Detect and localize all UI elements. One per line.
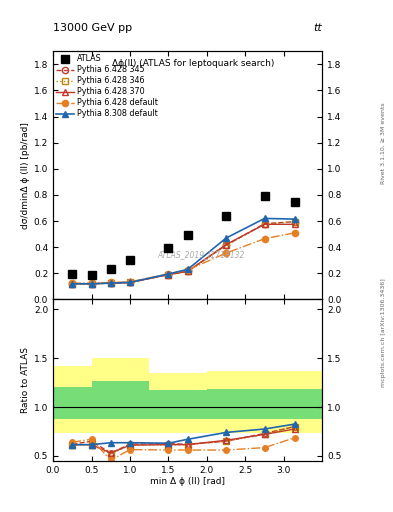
Pythia 6.428 345 (224, 242, 228, 248)
Pythia 8.308 default (70, 281, 75, 287)
Pythia 6.428 345 (166, 271, 171, 278)
Text: Rivet 3.1.10, ≥ 3M events: Rivet 3.1.10, ≥ 3M events (381, 102, 386, 184)
Pythia 6.428 370 (89, 281, 94, 287)
Pythia 8.308 default (128, 280, 132, 286)
Line: ATLAS: ATLAS (68, 192, 298, 279)
Text: ATLAS_2019_I1718132: ATLAS_2019_I1718132 (158, 250, 245, 259)
ATLAS (128, 257, 132, 263)
Pythia 8.308 default (185, 266, 190, 272)
ATLAS (89, 272, 94, 279)
Pythia 6.428 346 (128, 280, 132, 286)
Pythia 6.428 346 (108, 280, 113, 286)
Pythia 6.428 346 (185, 268, 190, 274)
Pythia 6.428 345 (70, 281, 75, 287)
Pythia 8.308 default (89, 281, 94, 287)
Text: 13000 GeV pp: 13000 GeV pp (53, 23, 132, 33)
Line: Pythia 8.308 default: Pythia 8.308 default (69, 216, 298, 287)
Pythia 6.428 346 (70, 281, 75, 287)
Pythia 8.308 default (108, 280, 113, 286)
ATLAS (262, 193, 267, 199)
Pythia 6.428 default (166, 271, 171, 277)
Pythia 6.428 370 (292, 221, 297, 227)
Pythia 6.428 370 (185, 268, 190, 274)
ATLAS (166, 245, 171, 251)
Text: tt: tt (314, 23, 322, 33)
Pythia 6.428 345 (108, 280, 113, 286)
Line: Pythia 6.428 370: Pythia 6.428 370 (69, 221, 298, 287)
Line: Pythia 6.428 default: Pythia 6.428 default (69, 230, 298, 286)
X-axis label: min Δ ϕ (ll) [rad]: min Δ ϕ (ll) [rad] (150, 477, 225, 486)
Y-axis label: Ratio to ATLAS: Ratio to ATLAS (21, 347, 29, 413)
Pythia 6.428 346 (166, 271, 171, 278)
ATLAS (185, 232, 190, 238)
ATLAS (108, 266, 113, 272)
Pythia 6.428 370 (128, 280, 132, 286)
Pythia 6.428 370 (70, 281, 75, 287)
Pythia 6.428 370 (108, 280, 113, 286)
Pythia 6.428 345 (128, 280, 132, 286)
Text: Δϕ(ll) (ATLAS for leptoquark search): Δϕ(ll) (ATLAS for leptoquark search) (112, 59, 274, 68)
Pythia 6.428 346 (224, 242, 228, 248)
ATLAS (224, 214, 228, 220)
Pythia 6.428 346 (292, 219, 297, 225)
ATLAS (70, 271, 75, 277)
Pythia 8.308 default (166, 271, 171, 277)
Pythia 6.428 346 (262, 221, 267, 227)
Pythia 6.428 default (70, 280, 75, 286)
Pythia 6.428 default (262, 236, 267, 242)
Pythia 6.428 346 (89, 281, 94, 287)
Line: Pythia 6.428 345: Pythia 6.428 345 (69, 219, 298, 287)
ATLAS (292, 199, 297, 205)
Pythia 8.308 default (292, 216, 297, 222)
Pythia 6.428 345 (262, 221, 267, 227)
Legend: ATLAS, Pythia 6.428 345, Pythia 6.428 346, Pythia 6.428 370, Pythia 6.428 defaul: ATLAS, Pythia 6.428 345, Pythia 6.428 34… (55, 54, 159, 119)
Pythia 8.308 default (224, 235, 228, 241)
Pythia 6.428 345 (89, 281, 94, 287)
Pythia 6.428 default (185, 267, 190, 273)
Line: Pythia 6.428 346: Pythia 6.428 346 (69, 219, 298, 287)
Pythia 6.428 default (89, 280, 94, 286)
Pythia 6.428 default (224, 250, 228, 256)
Pythia 6.428 370 (166, 271, 171, 278)
Pythia 6.428 370 (224, 242, 228, 248)
Pythia 6.428 default (292, 230, 297, 236)
Y-axis label: dσ/dminΔ ϕ (ll) [pb/rad]: dσ/dminΔ ϕ (ll) [pb/rad] (21, 122, 29, 229)
Pythia 8.308 default (262, 216, 267, 222)
Pythia 6.428 345 (185, 268, 190, 274)
Pythia 6.428 370 (262, 221, 267, 227)
Text: mcplots.cern.ch [arXiv:1306.3436]: mcplots.cern.ch [arXiv:1306.3436] (381, 279, 386, 387)
Pythia 6.428 default (128, 279, 132, 285)
Pythia 6.428 default (108, 280, 113, 286)
Pythia 6.428 345 (292, 219, 297, 225)
